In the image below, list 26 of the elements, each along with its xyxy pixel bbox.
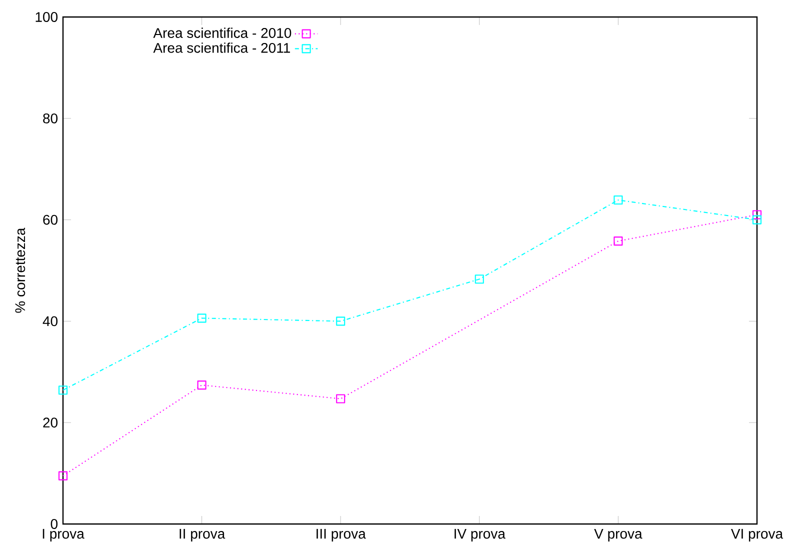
y-tick-label: 20 [43,418,58,428]
legend-label: Area scientifica - 2010 [153,28,292,38]
x-tick-label: IV prova [454,528,506,542]
x-tick-label: II prova [180,528,226,542]
y-tick-label: 100 [36,12,58,22]
point [474,274,484,284]
point [197,380,206,390]
y-tick-label: 40 [42,316,58,326]
y-tick-label: 60 [43,214,58,225]
x-tick-label: V prova [594,528,642,542]
y-tick-label: 80 [43,113,58,124]
point [58,386,68,395]
point [336,394,346,404]
point [336,316,346,326]
point [58,471,68,480]
point [752,215,762,224]
x-tick-label: I prova [42,528,84,542]
point [752,210,762,220]
legend-label: Area scientifica - 2011 [153,42,290,53]
point [614,195,623,205]
y-tick-label: 0 [50,519,58,529]
point [614,236,623,246]
y-axis-title: % correttezza [15,228,26,313]
x-tick-label: III prova [316,528,366,542]
x-tick-label: VI prova [730,528,784,542]
point [197,314,206,323]
